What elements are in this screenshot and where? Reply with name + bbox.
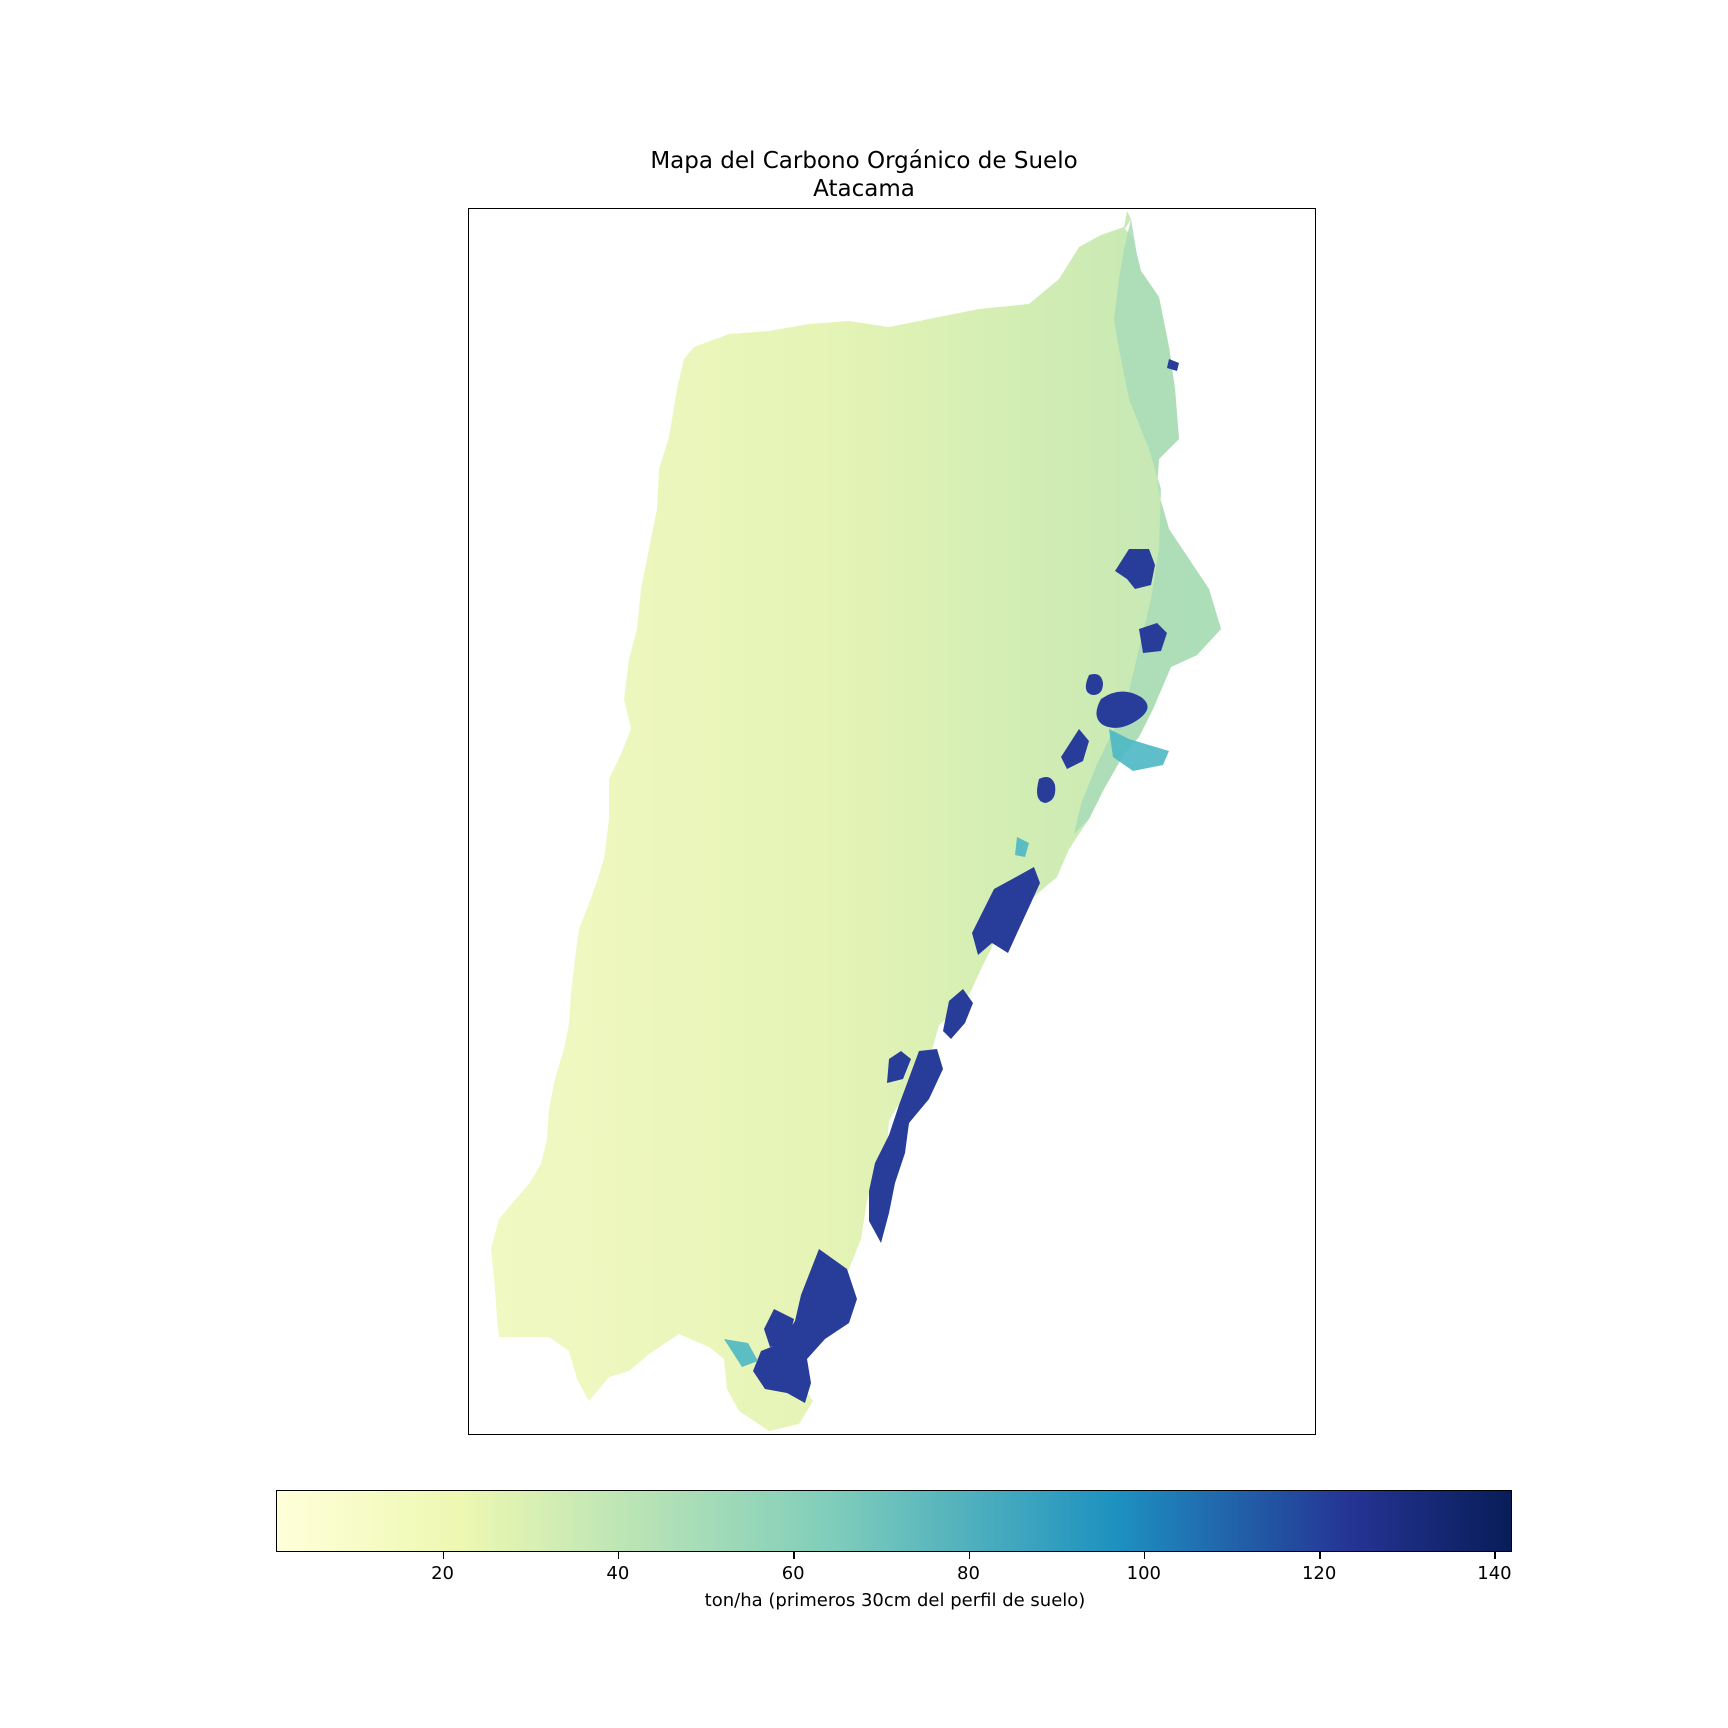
colorbar-tick-mark [793, 1552, 795, 1559]
high-carbon-patch-north [1167, 359, 1179, 371]
colorbar-tick-mark [442, 1552, 445, 1559]
andes-band [1074, 219, 1221, 834]
high-carbon-patch-south-2 [869, 1049, 943, 1243]
mid-carbon-fringes [724, 729, 1169, 1367]
colorbar-tick-label: 120 [1301, 1563, 1337, 1584]
colorbar-tick-mark [968, 1552, 970, 1559]
mid-carbon-fringe-3 [724, 1339, 758, 1367]
mid-carbon-fringe-2 [1015, 837, 1029, 857]
colorbar-tick-mark [1494, 1552, 1496, 1559]
high-carbon-patch-mid [1061, 729, 1089, 769]
map-frame [468, 208, 1316, 1435]
colorbar-tick-label: 60 [781, 1563, 805, 1584]
region-map [491, 211, 1221, 1431]
colorbar [276, 1490, 1512, 1552]
colorbar-tick-label: 100 [1126, 1563, 1161, 1584]
high-carbon-patch-north-2 [1115, 549, 1155, 589]
high-carbon-patch-upper [1096, 691, 1148, 728]
colorbar-tick-label: 140 [1477, 1563, 1512, 1584]
colorbar-label: ton/ha (primeros 30cm del perfil de suel… [704, 1590, 1086, 1611]
region-land [491, 211, 1221, 1431]
high-carbon-patch-small [1037, 777, 1056, 803]
colorbar-tick-mark [1143, 1552, 1146, 1559]
high-carbon-patch-north-3 [1139, 623, 1167, 653]
high-carbon-patch-southwest-2 [764, 1309, 794, 1347]
mid-carbon-fringe-1 [1109, 729, 1169, 771]
colorbar-tick-label: 40 [606, 1563, 630, 1584]
high-carbon-patch-southwest [753, 1249, 857, 1403]
colorbar-tick-mark [1319, 1552, 1321, 1559]
map-title: Mapa del Carbono Orgánico de Suelo [650, 148, 1078, 174]
colorbar-tick-label: 80 [957, 1563, 980, 1584]
high-carbon-patch-central [972, 867, 1040, 955]
high-carbon-patch-south-3 [887, 1051, 911, 1083]
colorbar-tick-mark [617, 1552, 620, 1559]
high-carbon-patches [753, 359, 1179, 1403]
high-carbon-patch-isolated [1085, 674, 1103, 695]
colorbar-tick-label: 20 [431, 1563, 454, 1584]
high-carbon-patch-south-1 [943, 989, 973, 1039]
map-subtitle: Atacama [813, 176, 915, 202]
